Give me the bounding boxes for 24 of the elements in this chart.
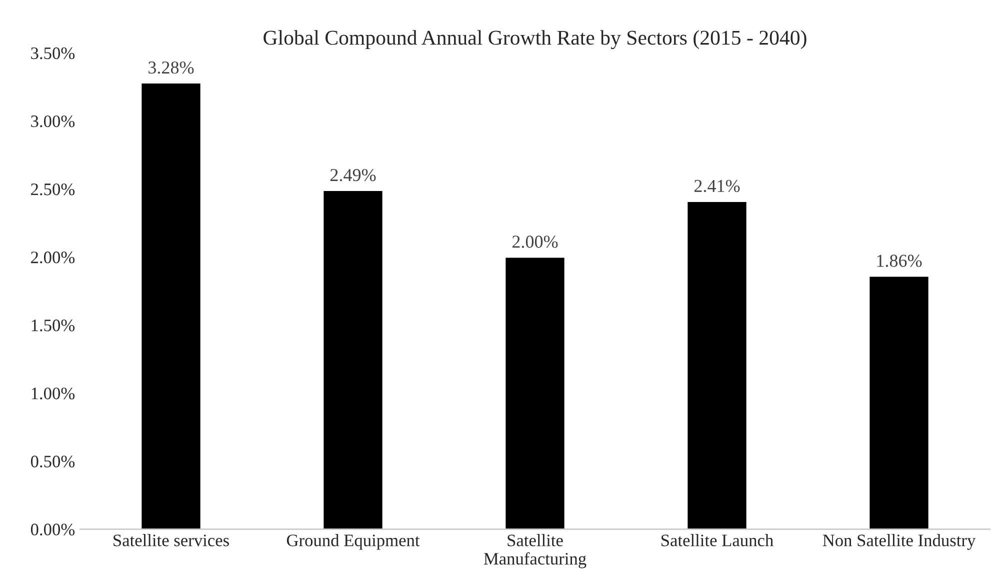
x-tick-label: Satellite Manufacturing — [484, 534, 586, 568]
bar — [868, 275, 930, 530]
chart-title: Global Compound Annual Growth Rate by Sectors (2015 - 2040) — [264, 30, 806, 50]
y-tick-label: 2.50% — [31, 183, 75, 196]
y-tick-label: 3.00% — [31, 115, 75, 128]
x-tick-label: Ground Equipment — [286, 534, 420, 550]
y-tick-label: 1.50% — [32, 320, 75, 332]
bar — [140, 82, 202, 530]
y-tick-label: 3.50% — [31, 47, 75, 60]
y-tick-label: 0.50% — [30, 456, 75, 468]
data-label: 3.28% — [148, 61, 194, 74]
y-tick-label: 0.00% — [30, 524, 75, 536]
x-tick-label: Non Satellite Industry — [822, 534, 976, 550]
y-tick-label: 1.00% — [32, 388, 75, 400]
x-tick-label: Satellite Launch — [662, 534, 774, 546]
data-label: 2.00% — [512, 236, 558, 248]
y-tick-label: 2.00% — [31, 252, 75, 264]
bar — [322, 190, 384, 530]
data-label: 2.49% — [330, 168, 376, 182]
bar — [504, 256, 566, 530]
bar — [686, 200, 748, 530]
data-label: 1.86% — [877, 254, 922, 267]
x-tick-label: Satellite services — [114, 534, 229, 546]
data-label: 2.41% — [694, 180, 740, 192]
